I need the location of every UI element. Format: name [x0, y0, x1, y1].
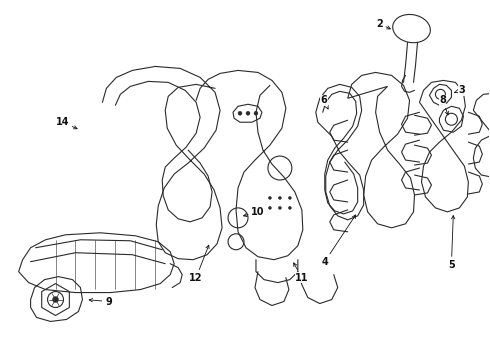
Circle shape	[289, 206, 292, 210]
Text: 10: 10	[244, 207, 265, 217]
Text: 13: 13	[0, 359, 1, 360]
Circle shape	[254, 111, 258, 115]
Text: 12: 12	[190, 245, 209, 283]
Circle shape	[246, 111, 250, 115]
Text: 9: 9	[89, 297, 112, 306]
Text: 3: 3	[455, 85, 465, 95]
Circle shape	[269, 206, 271, 210]
Text: 6: 6	[320, 95, 328, 109]
Text: 14: 14	[56, 117, 77, 129]
Circle shape	[278, 206, 281, 210]
Text: 11: 11	[294, 263, 309, 283]
Circle shape	[278, 197, 281, 199]
Text: 7: 7	[0, 359, 1, 360]
Circle shape	[238, 111, 242, 115]
Text: 4: 4	[321, 215, 356, 267]
Circle shape	[269, 197, 271, 199]
Text: 2: 2	[376, 19, 390, 29]
Circle shape	[52, 297, 58, 302]
Text: 1: 1	[0, 359, 1, 360]
Text: 5: 5	[448, 216, 455, 270]
Text: 8: 8	[439, 95, 448, 115]
Circle shape	[289, 197, 292, 199]
